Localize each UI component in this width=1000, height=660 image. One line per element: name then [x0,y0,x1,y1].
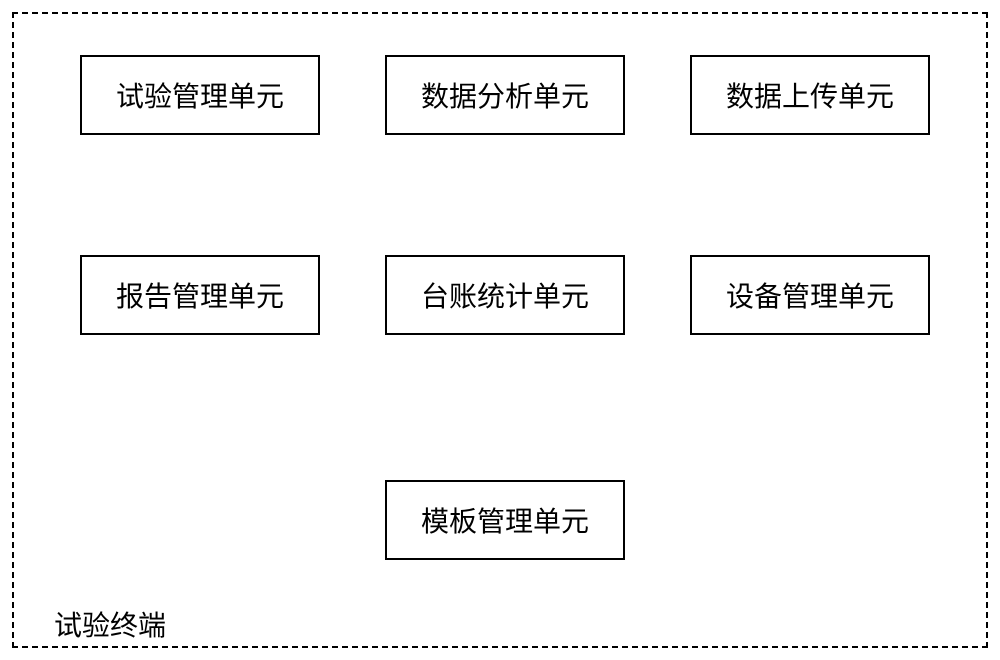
unit-test-mgmt: 试验管理单元 [80,55,320,135]
unit-ledger-stats: 台账统计单元 [385,255,625,335]
unit-label: 数据上传单元 [726,75,894,115]
unit-label: 设备管理单元 [726,275,894,315]
unit-data-upload: 数据上传单元 [690,55,930,135]
container-label: 试验终端 [54,604,166,644]
unit-device-mgmt: 设备管理单元 [690,255,930,335]
unit-label: 报告管理单元 [116,275,284,315]
unit-label: 模板管理单元 [421,500,589,540]
unit-data-analysis: 数据分析单元 [385,55,625,135]
unit-label: 台账统计单元 [421,275,589,315]
unit-template-mgmt: 模板管理单元 [385,480,625,560]
unit-label: 试验管理单元 [116,75,284,115]
unit-label: 数据分析单元 [421,75,589,115]
unit-report-mgmt: 报告管理单元 [80,255,320,335]
